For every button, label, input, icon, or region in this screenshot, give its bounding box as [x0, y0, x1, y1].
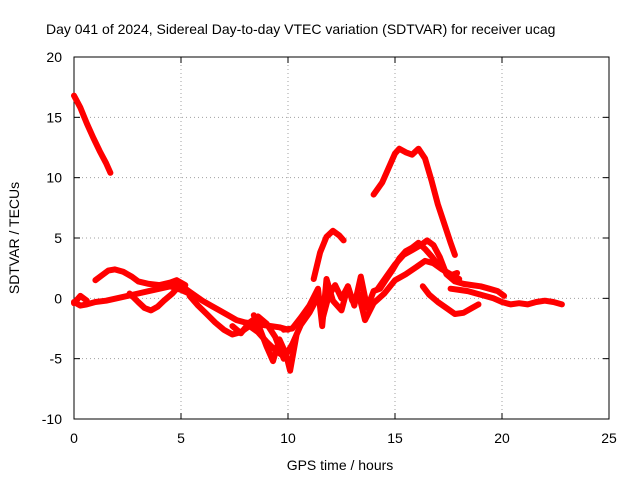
tick-labels: 0 5 10 15 20 25 -10 -5 0 5 10 15 20 [42, 49, 617, 446]
x-tick-label: 20 [494, 430, 510, 446]
y-tick-label: 20 [46, 49, 62, 65]
y-axis-label: SDTVAR / TECUs [6, 182, 22, 294]
series-track-9 [250, 312, 300, 374]
x-tick-label: 10 [280, 430, 296, 446]
series-track-8 [229, 297, 319, 362]
y-tick-label: 15 [46, 109, 62, 125]
x-tick-label: 25 [601, 430, 617, 446]
x-tick-label: 5 [177, 430, 185, 446]
y-tick-label: -5 [50, 351, 63, 367]
series-track-13 [370, 145, 458, 258]
series-track-2 [71, 283, 195, 309]
series-track-3 [71, 292, 90, 307]
chart-title: Day 041 of 2024, Sidereal Day-to-day VTE… [46, 21, 555, 37]
y-tick-label: 10 [46, 170, 62, 186]
series-track-6 [173, 280, 291, 333]
data-series [71, 92, 565, 374]
series-track-1 [71, 92, 114, 176]
x-tick-label: 15 [387, 430, 403, 446]
series-track-16 [447, 285, 565, 308]
series-track-5 [126, 280, 184, 314]
y-tick-label: -10 [42, 411, 62, 427]
y-tick-label: 5 [54, 230, 62, 246]
series-track-14 [374, 237, 508, 299]
grid-lines [74, 57, 609, 419]
series-track-11 [310, 227, 347, 282]
series-track-4 [92, 266, 189, 289]
plot-frame [73, 56, 610, 420]
series-track-15 [419, 283, 482, 317]
x-tick-label: 0 [70, 430, 78, 446]
y-tick-label: 0 [54, 290, 62, 306]
x-axis-label: GPS time / hours [287, 457, 394, 473]
